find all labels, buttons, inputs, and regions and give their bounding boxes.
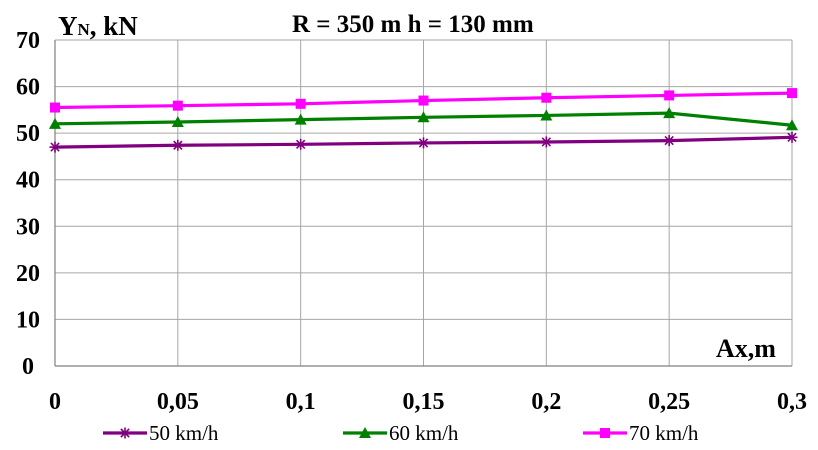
- y-tick-label: 30: [16, 214, 40, 240]
- x-tick-label: 0,1: [286, 389, 316, 415]
- x-tick-label: 0,15: [403, 389, 445, 415]
- data-point-50-km-h: [663, 135, 675, 147]
- y-tick-label: 40: [16, 168, 40, 194]
- data-point-60-km-h: [786, 119, 798, 131]
- data-point-70-km-h: [50, 102, 60, 113]
- x-tick-label: 0,3: [777, 389, 807, 415]
- legend-item-70-km-h: 70 km/h: [583, 421, 699, 445]
- legend-label: 70 km/h: [629, 421, 699, 445]
- x-tick-label: 0,05: [157, 389, 199, 415]
- x-tick-label: 0,2: [531, 389, 561, 415]
- data-point-60-km-h: [417, 111, 430, 123]
- data-point-70-km-h: [418, 95, 429, 106]
- data-point-50-km-h: [49, 141, 61, 153]
- data-point-50-km-h: [786, 131, 798, 143]
- legend-item-50-km-h: 50 km/h: [103, 421, 219, 445]
- data-point-60-km-h: [663, 107, 676, 119]
- data-point-60-km-h: [294, 113, 307, 125]
- y-axis-label: YN, kN: [58, 11, 138, 41]
- y-tick-label: 0: [22, 354, 34, 380]
- y-tick-label: 50: [16, 121, 40, 147]
- legend-item-60-km-h: 60 km/h: [343, 421, 459, 445]
- data-point-60-km-h: [540, 109, 553, 121]
- data-point-70-km-h: [541, 92, 552, 103]
- y-tick-label: 10: [16, 307, 40, 333]
- x-tick-label: 0: [49, 389, 61, 415]
- data-point-70-km-h: [787, 88, 797, 99]
- chart-title: R = 350 m h = 130 mm: [292, 11, 534, 38]
- legend-marker-70-km-h: [600, 428, 610, 438]
- data-point-70-km-h: [172, 100, 183, 111]
- series-60-km-h: [49, 107, 798, 131]
- series-70-km-h: [50, 88, 797, 113]
- x-tick-label: 0,25: [648, 389, 690, 415]
- y-tick-label: 70: [16, 28, 40, 54]
- y-axis-ticks: 0 10 20 30 40 50 60 70: [16, 28, 40, 380]
- y-tick-label: 20: [16, 261, 40, 287]
- data-point-50-km-h: [172, 139, 184, 151]
- data-point-50-km-h: [540, 136, 552, 148]
- data-point-50-km-h: [418, 137, 429, 149]
- x-axis-ticks: 0 0,05 0,1 0,15 0,2 0,25 0,3: [49, 389, 807, 415]
- data-point-60-km-h: [171, 115, 184, 127]
- legend: 50 km/h 60 km/h 70 km/h: [103, 421, 699, 445]
- y-tick-label: 60: [16, 75, 40, 101]
- series-group: [49, 88, 798, 153]
- series-50-km-h: [49, 131, 798, 153]
- data-point-50-km-h: [295, 138, 307, 150]
- legend-label: 50 km/h: [149, 421, 219, 445]
- legend-marker-60-km-h: [359, 427, 371, 438]
- legend-label: 60 km/h: [389, 421, 459, 445]
- grid: [54, 39, 793, 367]
- data-point-60-km-h: [49, 117, 61, 129]
- data-point-70-km-h: [664, 90, 675, 101]
- data-point-70-km-h: [295, 98, 306, 109]
- x-axis-label: Ax,m: [716, 334, 776, 363]
- legend-marker-50-km-h: [119, 427, 131, 439]
